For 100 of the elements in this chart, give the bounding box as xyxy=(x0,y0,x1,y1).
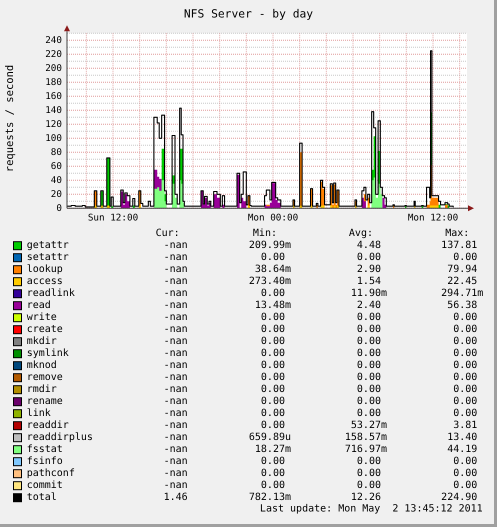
text: 209.99m xyxy=(248,240,292,252)
text: -nan xyxy=(164,408,188,420)
y-tick-label: 220 xyxy=(45,48,62,60)
text: 0.00 xyxy=(453,456,478,468)
text: 0.00 xyxy=(453,252,478,264)
text: 4.48 xyxy=(356,240,381,252)
text: 0.00 xyxy=(356,360,381,372)
text: 0.00 xyxy=(260,408,285,420)
text: -nan xyxy=(164,420,188,432)
legend-label: readdirplus xyxy=(26,432,93,444)
text: 0.00 xyxy=(260,324,285,336)
text: 0.00 xyxy=(453,408,478,420)
text: 2.40 xyxy=(356,300,381,312)
y-axis-title: requests / second xyxy=(4,64,16,172)
text: 0.00 xyxy=(260,396,285,408)
text: -nan xyxy=(164,240,188,252)
text: 0.00 xyxy=(453,372,478,384)
y-tick-label: 160 xyxy=(45,90,62,102)
text: 0.00 xyxy=(453,468,478,480)
text: -nan xyxy=(164,468,188,480)
legend-label: commit xyxy=(26,480,63,492)
text: 53.27m xyxy=(350,420,388,432)
text: 158.57m xyxy=(344,432,388,444)
text: -nan xyxy=(164,324,188,336)
text: 782.13m xyxy=(248,492,292,504)
text: Avg: xyxy=(348,228,373,239)
text: 659.89u xyxy=(248,432,292,444)
legend-label: write xyxy=(26,312,57,324)
text: 137.81 xyxy=(441,240,478,252)
text: 12.26 xyxy=(350,492,381,504)
text: -nan xyxy=(164,360,188,372)
y-tick-label: 100 xyxy=(45,132,62,144)
text: Last update: Mon May 2 13:45:12 2011 xyxy=(260,504,483,514)
chart-title: NFS Server - by day xyxy=(184,8,314,20)
text: 0.00 xyxy=(356,372,381,384)
legend-label: read xyxy=(26,300,51,312)
y-tick-label: 80 xyxy=(50,146,62,158)
y-tick-label: 40 xyxy=(50,174,62,186)
legend-label: link xyxy=(26,408,51,420)
legend-label: total xyxy=(26,492,57,504)
text: 0.00 xyxy=(260,288,285,300)
text: 0.00 xyxy=(260,420,285,432)
text: 0.00 xyxy=(356,312,381,324)
text: 11.90m xyxy=(350,288,388,300)
text: 0.00 xyxy=(356,468,381,480)
text: 0.00 xyxy=(453,312,478,324)
text: 0.00 xyxy=(356,456,381,468)
legend-label: getattr xyxy=(26,240,69,252)
text: 2.90 xyxy=(356,264,381,276)
legend-label: rmdir xyxy=(26,384,57,396)
y-tick-label: 60 xyxy=(50,160,62,172)
y-tick-label: 240 xyxy=(45,34,62,46)
text: 79.94 xyxy=(447,264,478,276)
text: 0.00 xyxy=(453,360,478,372)
text: 13.40 xyxy=(447,432,478,444)
text: 0.00 xyxy=(260,384,285,396)
y-tick-label: 200 xyxy=(45,62,62,74)
text: Min: xyxy=(252,228,277,239)
legend-label: pathconf xyxy=(26,468,75,480)
text: -nan xyxy=(164,264,188,276)
legend-label: setattr xyxy=(26,252,69,264)
text: 0.00 xyxy=(453,396,478,408)
text: -nan xyxy=(164,348,188,360)
legend-label: symlink xyxy=(26,348,69,360)
text: 0.00 xyxy=(356,396,381,408)
text: 18.27m xyxy=(254,444,292,456)
text: 38.64m xyxy=(254,264,292,276)
text: -nan xyxy=(164,252,188,264)
text: 0.00 xyxy=(356,408,381,420)
text: 716.97m xyxy=(344,444,388,456)
text: 0.00 xyxy=(260,348,285,360)
x-tick-label: Mon 00:00 xyxy=(248,212,298,224)
text: Max: xyxy=(445,228,470,239)
text: 0.00 xyxy=(356,252,381,264)
text: Cur: xyxy=(156,228,180,239)
text: -nan xyxy=(164,336,188,348)
y-tick-label: 120 xyxy=(45,118,62,130)
y-tick-label: 0 xyxy=(56,202,62,214)
text: 0.00 xyxy=(260,360,285,372)
legend-label: mkdir xyxy=(26,336,57,348)
text: 224.90 xyxy=(441,492,478,504)
text: 0.00 xyxy=(453,480,478,492)
text: -nan xyxy=(164,300,188,312)
legend-label: readlink xyxy=(26,288,75,300)
text: -nan xyxy=(164,456,188,468)
x-tick-label: Sun 12:00 xyxy=(88,212,138,224)
text: -nan xyxy=(164,372,188,384)
text: 56.38 xyxy=(447,300,478,312)
text: -nan xyxy=(164,396,188,408)
legend-label: mknod xyxy=(26,360,57,372)
text: 0.00 xyxy=(453,348,478,360)
legend-label: fsinfo xyxy=(26,456,63,468)
text: 22.45 xyxy=(447,276,478,288)
legend-label: access xyxy=(26,276,63,288)
x-tick-label: Mon 12:00 xyxy=(408,212,458,224)
legend-label: create xyxy=(26,324,63,336)
text: 0.00 xyxy=(260,312,285,324)
text: -nan xyxy=(164,276,188,288)
text: 1.46 xyxy=(164,492,188,504)
text: 0.00 xyxy=(260,456,285,468)
